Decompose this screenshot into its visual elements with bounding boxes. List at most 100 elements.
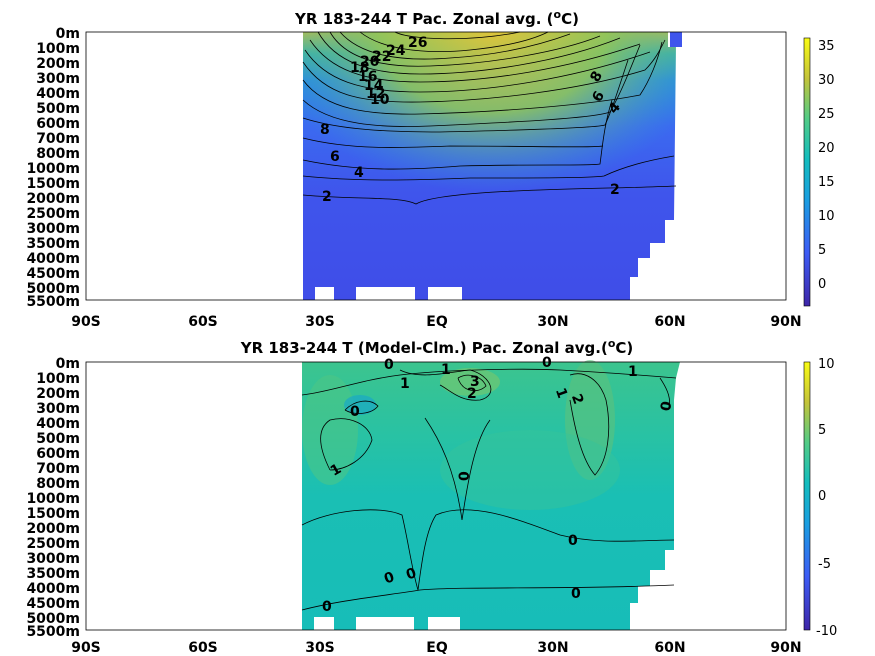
contour-label: 2 (467, 386, 477, 402)
contour-label: 0 (658, 400, 675, 413)
y-tick-label: 1000m (26, 161, 80, 177)
y-tick-label: 2000m (26, 191, 80, 207)
contour-label: 2 (322, 189, 332, 205)
contour-label: 1 (441, 362, 451, 378)
y-tick-label: 800m (36, 476, 80, 492)
colorbar-tick: 30 (818, 73, 835, 88)
y-tick-label: 3000m (26, 221, 80, 237)
colorbar-tick: -5 (818, 557, 831, 572)
y-tick-label: 2500m (26, 536, 80, 552)
panel-top: YR 183-244 T Pac. Zonal avg. (oC) 2 (26, 8, 834, 330)
y-tick-label: 200m (36, 386, 80, 402)
contour-label: 22 (372, 49, 391, 65)
y-tick-label: 5500m (26, 624, 80, 640)
contour-label: 18 (350, 60, 369, 76)
colorbar-tick: 0 (818, 277, 826, 292)
y-axis-bottom: 0m 100m 200m 300m 400m 500m 600m 700m 80… (26, 356, 80, 640)
colorbar-tick: 10 (818, 357, 835, 372)
y-tick-label: 0m (56, 356, 80, 372)
colorbar-tick: 25 (818, 107, 835, 122)
colorbar-tick: 10 (818, 209, 835, 224)
contour-lines-top (302, 31, 677, 205)
contour-label: 24 (386, 43, 406, 59)
colorbar-tick: 15 (818, 175, 835, 190)
x-tick-label: 60S (188, 640, 218, 656)
y-tick-label: 500m (36, 431, 80, 447)
colorbar-tick: 20 (818, 141, 835, 156)
contour-label: 0 (457, 471, 473, 481)
contour-lines-bottom (301, 368, 677, 611)
contour-label: 16 (358, 69, 377, 85)
colorbar-gradient (803, 361, 811, 631)
x-tick-label: 60N (654, 640, 685, 656)
y-tick-label: 600m (36, 446, 80, 462)
y-tick-label: 300m (36, 71, 80, 87)
chart-title-bottom: YR 183-244 T (Model-Clm.) Pac. Zonal avg… (240, 337, 634, 357)
y-tick-label: 1500m (26, 176, 80, 192)
y-tick-label: 400m (36, 86, 80, 102)
panel-bottom: YR 183-244 T (Model-Clm.) Pac. Zonal avg… (26, 337, 837, 656)
y-tick-label: 4000m (26, 251, 80, 267)
y-tick-label: 500m (36, 101, 80, 117)
y-tick-label: 2000m (26, 521, 80, 537)
contour-label: 20 (360, 54, 380, 70)
y-tick-label: 2500m (26, 206, 80, 222)
contour-label: 0 (568, 533, 578, 549)
y-tick-label: 700m (36, 131, 80, 147)
x-tick-label: 90S (71, 640, 101, 656)
y-tick-label: 5000m (26, 611, 80, 627)
x-tick-label: 90N (770, 314, 801, 330)
x-tick-label: 60N (654, 314, 685, 330)
colorbar-tick: 0 (818, 489, 826, 504)
x-tick-label: 30S (305, 640, 335, 656)
contour-label: 14 (364, 78, 384, 94)
x-tick-label: 30S (305, 314, 335, 330)
contour-label: 0 (322, 599, 332, 615)
y-tick-label: 1000m (26, 491, 80, 507)
y-tick-label: 300m (36, 401, 80, 417)
y-tick-label: 3000m (26, 551, 80, 567)
colorbar-gradient (803, 37, 811, 307)
contour-label: 0 (542, 355, 552, 371)
contour-label: 6 (330, 149, 340, 165)
y-tick-label: 5000m (26, 281, 80, 297)
contour-label: 8 (320, 122, 330, 138)
contour-label: 2 (610, 182, 620, 198)
contour-label: 1 (400, 376, 410, 392)
contour-label: 0 (384, 357, 394, 373)
y-tick-label: 100m (36, 371, 80, 387)
contour-label: 3 (470, 374, 480, 390)
colorbar-tick: 5 (818, 243, 826, 258)
y-tick-label: 3500m (26, 236, 80, 252)
x-axis-bottom: 90S 60S 30S EQ 30N 60N 90N (71, 640, 801, 656)
colorbar-tick: 35 (818, 39, 835, 54)
axes-frame-bottom (85, 361, 787, 631)
y-tick-label: 800m (36, 146, 80, 162)
contour-label: 10 (370, 92, 390, 108)
axes-frame-top (85, 31, 787, 301)
x-tick-label: EQ (426, 314, 448, 330)
x-tick-label: EQ (426, 640, 448, 656)
colorbar-tick: -10 (816, 624, 837, 639)
contour-label: 4 (354, 165, 364, 181)
x-tick-label: 90N (770, 640, 801, 656)
contour-label: 1 (628, 364, 638, 380)
x-axis-top: 90S 60S 30S EQ 30N 60N 90N (71, 314, 801, 330)
x-tick-label: 90S (71, 314, 101, 330)
y-tick-label: 400m (36, 416, 80, 432)
contour-label: 12 (366, 86, 385, 102)
y-tick-label: 1500m (26, 506, 80, 522)
contour-label: 0 (571, 586, 581, 602)
y-tick-label: 4000m (26, 581, 80, 597)
y-axis-top: 0m 100m 200m 300m 400m 500m 600m 700m 80… (26, 26, 80, 310)
colorbar-tick: 5 (818, 423, 826, 438)
y-tick-label: 3500m (26, 566, 80, 582)
y-tick-label: 0m (56, 26, 80, 42)
y-tick-label: 5500m (26, 294, 80, 310)
y-tick-label: 100m (36, 41, 80, 57)
contour-label: 0 (350, 404, 360, 420)
y-tick-label: 4500m (26, 596, 80, 612)
x-tick-label: 30N (537, 314, 568, 330)
y-tick-label: 200m (36, 56, 80, 72)
